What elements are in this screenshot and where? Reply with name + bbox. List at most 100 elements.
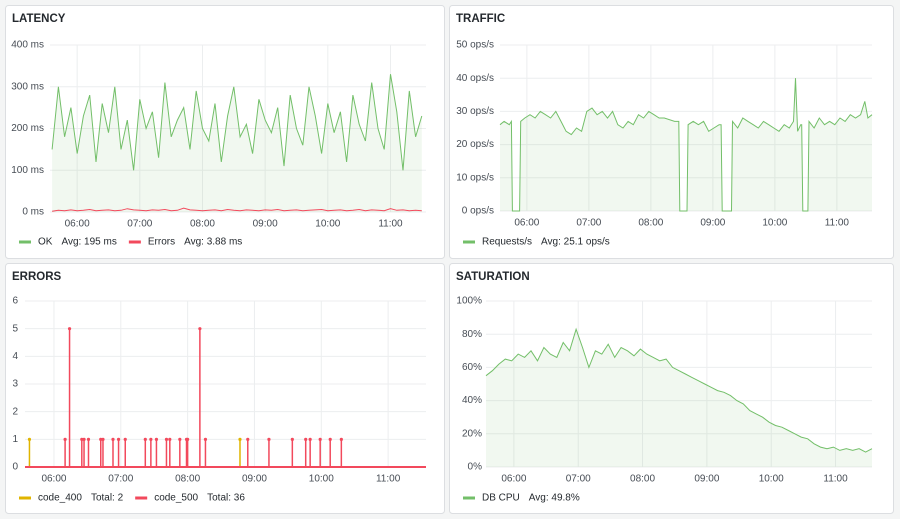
y-tick-label: 40% [462,395,482,406]
legend-name: Errors [148,237,175,248]
stem-point [154,437,159,441]
series-line [52,207,422,212]
stem-point [101,437,105,441]
x-tick-label: 06:00 [65,219,90,230]
x-tick-label: 10:00 [762,218,787,229]
x-tick-label: 08:00 [638,218,663,229]
stem-point [86,437,91,441]
stem-point [198,327,202,331]
panel-background [5,263,445,514]
stem-point [116,437,121,441]
y-tick-label: 20% [462,428,482,439]
legend-stat: Avg: 25.1 ops/s [541,237,610,248]
x-tick-label: 11:00 [378,219,403,230]
stem-point [80,437,84,441]
series-line [499,78,873,212]
x-tick-label: 06:00 [41,474,66,485]
stem-point [267,437,271,441]
panel-title: ERRORS [12,271,62,283]
x-tick-label: 07:00 [576,218,601,229]
x-tick-label: 08:00 [175,474,200,485]
legend-name: Requests/s [482,237,532,248]
legend-swatch [463,496,475,500]
panel: TRAFFIC 0 ops/s 10 ops/s 20 ops/s 30 ops/s 40… [449,5,894,259]
legend-stat: Total: 36 [207,493,245,504]
y-tick-label: 100% [456,296,482,307]
legend-stat: Avg: 49.8% [529,493,580,504]
stem-point [238,437,242,441]
stem-point [290,437,294,441]
x-tick-label: 07:00 [566,474,591,485]
x-tick-label: 10:00 [309,474,334,485]
stem-point [111,437,115,441]
legend-swatch [463,240,475,244]
y-tick-label: 4 [12,351,18,362]
y-tick-label: 2 [12,406,18,417]
legend-name: code_400 [38,493,82,504]
x-tick-label: 09:00 [242,474,267,485]
y-tick-label: 100 ms [11,165,44,176]
y-tick-label: 300 ms [11,81,44,92]
panel-title: LATENCY [12,13,66,25]
panel: LATENCY 0 ms 100 ms 200 ms 300 ms 400 ms 06:00… [5,5,445,259]
y-tick-label: 30 ops/s [456,106,494,117]
series-line [51,74,423,171]
x-tick-label: 06:00 [514,218,539,229]
stem-point [99,437,103,441]
area-fill [486,329,872,467]
x-tick-label: 11:00 [825,218,850,229]
y-tick-label: 0% [468,462,483,473]
legend-name: OK [38,237,53,248]
legend-swatch [19,240,31,244]
y-tick-label: 400 ms [11,40,44,51]
x-tick-label: 07:00 [127,219,152,230]
y-tick-label: 50 ops/s [456,40,494,51]
legend-stat: Avg: 3.88 ms [184,237,242,248]
y-tick-label: 0 ops/s [462,206,494,217]
stem-point [123,437,127,441]
legend-swatch [128,240,141,244]
panel: ERRORS 0 1 2 3 4 5 6 06:00 07:00 08:00 09:00 10:00 11… [5,263,445,514]
y-tick-label: 1 [12,434,18,445]
stem-point [82,437,86,441]
legend-name: code_500 [154,493,198,504]
x-tick-label: 10:00 [759,474,784,485]
y-tick-label: 200 ms [11,123,44,134]
x-tick-label: 11:00 [823,474,848,485]
x-tick-label: 08:00 [190,219,215,230]
stem-point [328,437,332,441]
y-tick-label: 6 [12,296,18,307]
stem-point [308,437,312,441]
panel: SATURATION 0% 20% 40% 60% 80% 100% 06:00 07:00 08… [449,263,894,514]
stem-point [164,437,169,441]
y-tick-label: 20 ops/s [456,139,494,150]
x-tick-label: 06:00 [501,474,526,485]
legend-swatch [135,496,148,500]
stem-point [149,437,153,441]
legend-stat: Avg: 195 ms [61,237,116,248]
area-fill [500,78,872,211]
y-tick-label: 60% [462,362,482,373]
y-tick-label: 5 [12,323,18,334]
stem-point [339,437,343,441]
y-tick-label: 3 [12,379,18,390]
stem-point [246,437,250,441]
stem-point [203,437,208,441]
legend-stat: Total: 2 [91,493,124,504]
x-tick-label: 07:00 [108,474,133,485]
stem-point [318,437,322,441]
stem-point [304,437,308,441]
y-tick-label: 0 ms [22,207,44,218]
y-tick-label: 10 ops/s [456,172,494,183]
y-tick-label: 40 ops/s [456,73,494,84]
legend-name: DB CPU [482,493,520,504]
stem-point [168,437,172,441]
x-tick-label: 10:00 [315,219,340,230]
x-tick-label: 09:00 [694,474,719,485]
stem-point [67,327,72,331]
stem-point [143,437,147,441]
panel-background [449,263,894,514]
stem-point [63,437,67,441]
panel-title: SATURATION [456,271,530,283]
